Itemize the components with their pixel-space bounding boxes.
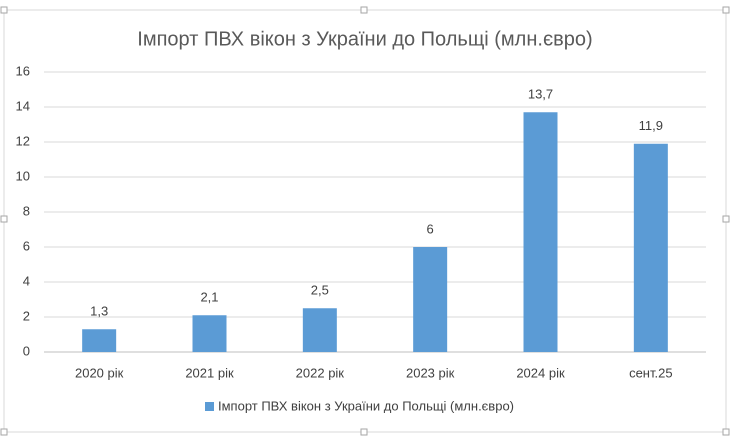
y-tick-label: 16	[16, 63, 30, 78]
bar	[633, 143, 668, 352]
handle	[0, 428, 8, 436]
x-tick-label: 2023 рік	[406, 365, 455, 380]
handle	[360, 6, 368, 14]
handle	[360, 428, 368, 436]
bar	[302, 308, 337, 352]
data-label: 1,3	[90, 304, 108, 319]
handle	[0, 6, 8, 14]
handle	[0, 215, 8, 223]
y-tick-label: 14	[16, 98, 30, 113]
y-tick-label: 0	[23, 343, 30, 358]
legend-swatch	[205, 402, 214, 411]
x-tick-label: 2021 рік	[185, 365, 234, 380]
data-label: 11,9	[639, 118, 663, 133]
chart-title: Імпорт ПВХ вікон з України до Польщі (мл…	[137, 28, 592, 50]
chart-frame	[3, 9, 727, 433]
x-tick-label: 2020 рік	[75, 365, 124, 380]
data-label: 6	[427, 221, 434, 236]
y-tick-label: 8	[23, 203, 30, 218]
data-label: 2,5	[311, 283, 329, 298]
handle	[722, 6, 730, 14]
handle	[722, 215, 730, 223]
data-label: 13,7	[528, 87, 553, 102]
bar	[82, 329, 117, 352]
y-tick-label: 4	[23, 273, 30, 288]
bar	[413, 247, 448, 352]
y-tick-label: 2	[23, 308, 30, 323]
y-tick-label: 6	[23, 238, 30, 253]
x-tick-label: 2022 рік	[296, 365, 345, 380]
handle	[722, 428, 730, 436]
y-tick-label: 10	[16, 168, 30, 183]
selection-handles	[0, 6, 730, 436]
data-label: 2,1	[200, 290, 218, 305]
x-tick-label: 2024 рік	[516, 365, 565, 380]
bar	[192, 315, 227, 352]
legend-label: Імпорт ПВХ вікон з України до Польщі (мл…	[218, 398, 514, 413]
bar	[523, 112, 558, 352]
y-tick-label: 12	[16, 133, 30, 148]
x-tick-label: сент.25	[629, 365, 673, 380]
